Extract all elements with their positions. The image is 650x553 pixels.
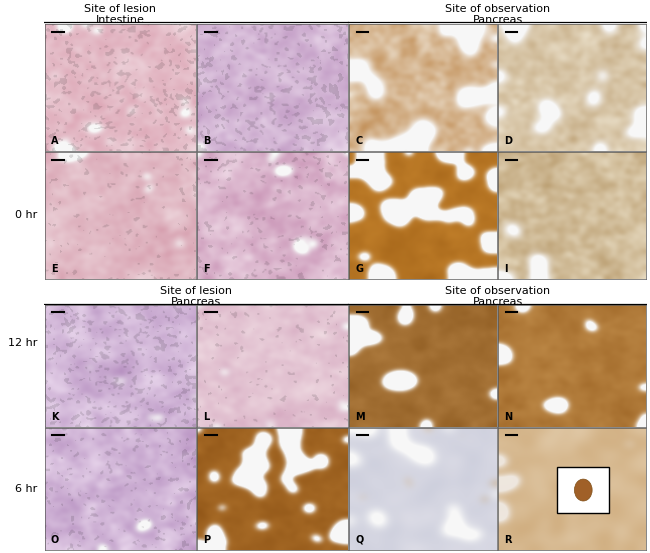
- Text: Site of lesion
Intestine: Site of lesion Intestine: [84, 4, 156, 25]
- Text: M: M: [355, 412, 365, 422]
- Text: F: F: [203, 264, 210, 274]
- Text: I: I: [504, 264, 508, 274]
- Text: 0 hr: 0 hr: [16, 210, 38, 220]
- Text: C: C: [355, 135, 362, 146]
- Text: R: R: [504, 535, 512, 545]
- Text: O: O: [51, 535, 59, 545]
- Text: B: B: [203, 135, 211, 146]
- Text: E: E: [51, 264, 57, 274]
- Text: D: D: [504, 135, 512, 146]
- Text: 6 hr: 6 hr: [16, 484, 38, 494]
- Text: Site of lesion
Pancreas: Site of lesion Pancreas: [161, 286, 232, 307]
- Bar: [558, 467, 609, 513]
- Text: Site of observation
Pancreas: Site of observation Pancreas: [445, 286, 550, 307]
- Text: Q: Q: [355, 535, 363, 545]
- Text: N: N: [504, 412, 512, 422]
- Text: P: P: [203, 535, 210, 545]
- Text: G: G: [355, 264, 363, 274]
- Ellipse shape: [575, 479, 592, 501]
- Text: 12 hr: 12 hr: [8, 338, 38, 348]
- Text: A: A: [51, 135, 58, 146]
- Text: Site of observation
Pancreas: Site of observation Pancreas: [445, 4, 550, 25]
- Text: K: K: [51, 412, 58, 422]
- Text: L: L: [203, 412, 209, 422]
